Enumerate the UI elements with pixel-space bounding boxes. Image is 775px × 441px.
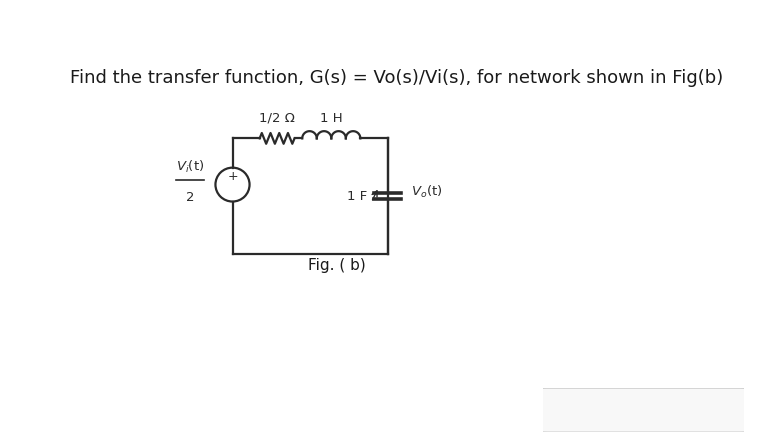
- Text: 1 F: 1 F: [347, 190, 367, 203]
- Text: $\mathit{V}_o$(t): $\mathit{V}_o$(t): [411, 184, 443, 200]
- FancyBboxPatch shape: [536, 388, 750, 432]
- Text: 1 H: 1 H: [320, 112, 343, 124]
- Text: 1/2 Ω: 1/2 Ω: [259, 112, 295, 124]
- Text: $\mathit{V}_i$(t): $\mathit{V}_i$(t): [176, 158, 204, 175]
- Text: ↑  إضافة ملف: ↑ إضافة ملف: [607, 404, 700, 417]
- Text: +: +: [227, 171, 238, 183]
- Text: Find the transfer function, G(s) = Vo(s)/Vi(s), for network shown in Fig(b): Find the transfer function, G(s) = Vo(s)…: [71, 69, 723, 87]
- Text: Fig. ( b): Fig. ( b): [308, 258, 366, 273]
- Text: 2: 2: [186, 191, 194, 204]
